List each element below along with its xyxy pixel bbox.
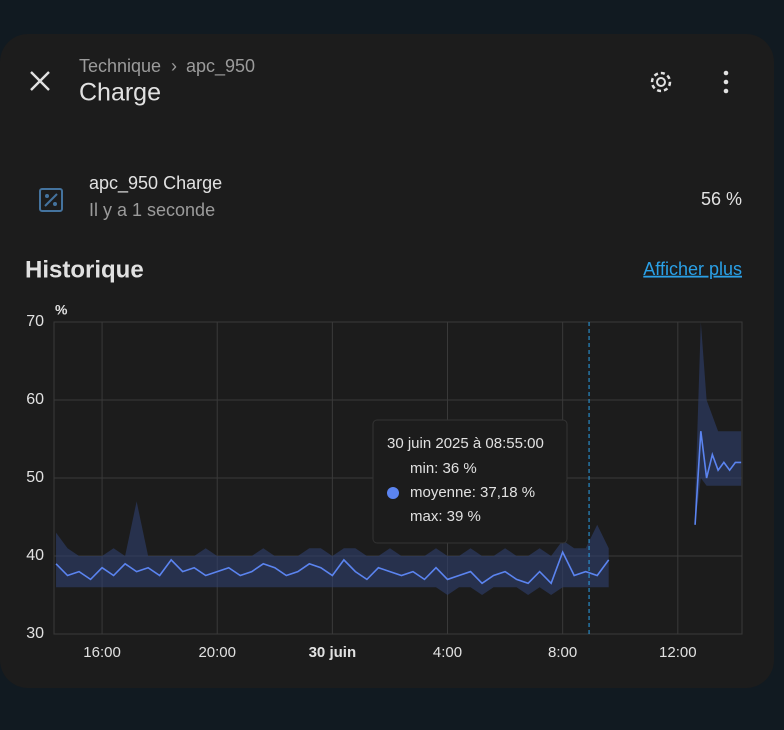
- y-unit: %: [55, 302, 68, 318]
- close-icon[interactable]: [30, 71, 50, 91]
- breadcrumb-1: Technique: [79, 56, 161, 76]
- settings-icon[interactable]: [650, 71, 672, 93]
- y-tick-label: 50: [26, 469, 44, 486]
- y-tick-label: 60: [26, 391, 44, 408]
- entity-icon: [39, 188, 63, 212]
- tooltip-marker: [387, 487, 399, 499]
- y-tick-label: 30: [26, 625, 44, 642]
- more-link[interactable]: Afficher plus: [643, 259, 742, 279]
- min-max-band: [56, 322, 742, 595]
- x-tick-label: 30 juin: [309, 644, 357, 661]
- x-tick-label: 8:00: [548, 644, 577, 661]
- entity-name: apc_950 Charge: [89, 173, 222, 194]
- y-tick-label: 70: [26, 313, 44, 330]
- history-title: Historique: [25, 256, 144, 283]
- breadcrumb-sep: ›: [171, 56, 177, 76]
- x-tick-label: 12:00: [659, 644, 697, 661]
- mean-line: [55, 431, 742, 585]
- tooltip-line: moyenne: 37,18 %: [410, 484, 535, 501]
- x-tick-label: 20:00: [198, 644, 236, 661]
- dialog-title: Charge: [79, 79, 161, 107]
- y-tick-label: 40: [26, 547, 44, 564]
- entity-state: 56 %: [701, 189, 742, 209]
- tooltip-line: max: 39 %: [410, 508, 481, 525]
- menu-icon[interactable]: [723, 70, 729, 94]
- tooltip-line: min: 36 %: [410, 460, 477, 477]
- x-tick-label: 4:00: [433, 644, 462, 661]
- tooltip-title: 30 juin 2025 à 08:55:00: [387, 435, 544, 452]
- x-tick-label: 16:00: [83, 644, 121, 661]
- breadcrumb-2: apc_950: [186, 56, 255, 77]
- last-changed: Il y a 1 seconde: [89, 200, 215, 220]
- tooltip-box: [372, 419, 568, 544]
